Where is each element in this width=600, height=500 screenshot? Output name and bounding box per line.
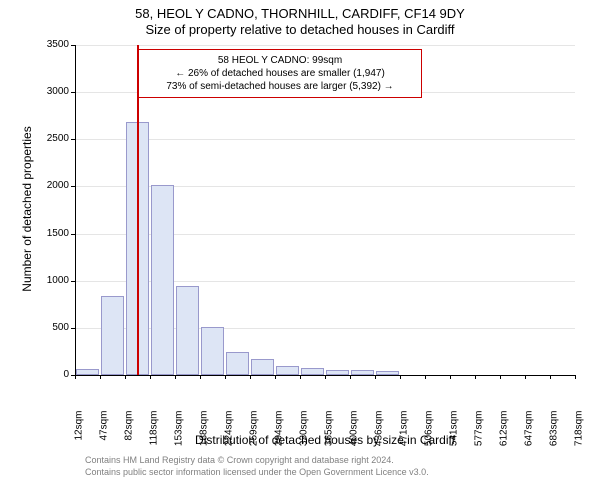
histogram-bar <box>101 296 125 375</box>
x-tick-label: 259sqm <box>249 411 260 461</box>
x-tick-mark <box>150 375 151 379</box>
chart-container: 58, HEOL Y CADNO, THORNHILL, CARDIFF, CF… <box>0 0 600 500</box>
y-tick-label: 500 <box>33 322 69 333</box>
y-axis-label: Number of detached properties <box>20 109 34 309</box>
x-tick-mark <box>250 375 251 379</box>
x-tick-label: 683sqm <box>549 411 560 461</box>
y-tick-label: 2500 <box>33 133 69 144</box>
histogram-bar <box>251 359 275 375</box>
x-tick-mark <box>275 375 276 379</box>
y-axis-line <box>75 45 76 375</box>
x-tick-mark <box>325 375 326 379</box>
y-tick-label: 3000 <box>33 86 69 97</box>
x-tick-mark <box>225 375 226 379</box>
histogram-bar <box>151 185 175 375</box>
y-tick-label: 1000 <box>33 275 69 286</box>
x-tick-label: 153sqm <box>174 411 185 461</box>
x-tick-mark <box>425 375 426 379</box>
x-tick-mark <box>100 375 101 379</box>
x-tick-mark <box>175 375 176 379</box>
x-tick-label: 718sqm <box>574 411 585 461</box>
x-tick-mark <box>350 375 351 379</box>
x-tick-label: 118sqm <box>149 411 160 461</box>
y-tick-label: 0 <box>33 369 69 380</box>
y-tick-label: 2000 <box>33 180 69 191</box>
y-tick-label: 1500 <box>33 228 69 239</box>
x-tick-label: 330sqm <box>299 411 310 461</box>
annotation-line-2: ← 26% of detached houses are smaller (1,… <box>147 67 413 80</box>
x-tick-label: 82sqm <box>124 411 135 461</box>
x-tick-label: 12sqm <box>74 411 85 461</box>
x-tick-mark <box>525 375 526 379</box>
x-tick-mark <box>500 375 501 379</box>
x-tick-label: 471sqm <box>399 411 410 461</box>
y-tick-mark <box>71 328 75 329</box>
annotation-box: 58 HEOL Y CADNO: 99sqm ← 26% of detached… <box>138 49 422 98</box>
x-tick-label: 47sqm <box>99 411 110 461</box>
x-tick-label: 541sqm <box>449 411 460 461</box>
x-tick-label: 365sqm <box>324 411 335 461</box>
chart-title-main: 58, HEOL Y CADNO, THORNHILL, CARDIFF, CF… <box>0 6 600 21</box>
histogram-bar <box>201 327 225 375</box>
x-tick-mark <box>75 375 76 379</box>
x-tick-label: 577sqm <box>474 411 485 461</box>
y-tick-mark <box>71 139 75 140</box>
x-tick-label: 294sqm <box>274 411 285 461</box>
histogram-bar <box>176 286 200 375</box>
x-tick-label: 400sqm <box>349 411 360 461</box>
annotation-line-1: 58 HEOL Y CADNO: 99sqm <box>147 54 413 67</box>
x-tick-mark <box>300 375 301 379</box>
x-tick-mark <box>450 375 451 379</box>
y-tick-label: 3500 <box>33 39 69 50</box>
x-tick-label: 188sqm <box>199 411 210 461</box>
x-tick-label: 647sqm <box>524 411 535 461</box>
histogram-bar <box>226 352 250 375</box>
y-tick-mark <box>71 234 75 235</box>
footer-line-2: Contains public sector information licen… <box>85 467 429 479</box>
x-tick-mark <box>375 375 376 379</box>
x-tick-mark <box>125 375 126 379</box>
x-tick-mark <box>200 375 201 379</box>
y-tick-mark <box>71 45 75 46</box>
histogram-bar <box>301 368 325 375</box>
x-tick-label: 506sqm <box>424 411 435 461</box>
grid-line <box>75 139 575 140</box>
x-tick-label: 612sqm <box>499 411 510 461</box>
chart-title-sub: Size of property relative to detached ho… <box>0 22 600 37</box>
histogram-bar <box>276 366 300 375</box>
grid-line <box>75 45 575 46</box>
x-tick-label: 436sqm <box>374 411 385 461</box>
annotation-line-3: 73% of semi-detached houses are larger (… <box>147 80 413 93</box>
x-tick-label: 224sqm <box>224 411 235 461</box>
y-tick-mark <box>71 186 75 187</box>
x-tick-mark <box>475 375 476 379</box>
x-tick-mark <box>550 375 551 379</box>
x-tick-mark <box>575 375 576 379</box>
x-tick-mark <box>400 375 401 379</box>
y-tick-mark <box>71 92 75 93</box>
y-tick-mark <box>71 281 75 282</box>
